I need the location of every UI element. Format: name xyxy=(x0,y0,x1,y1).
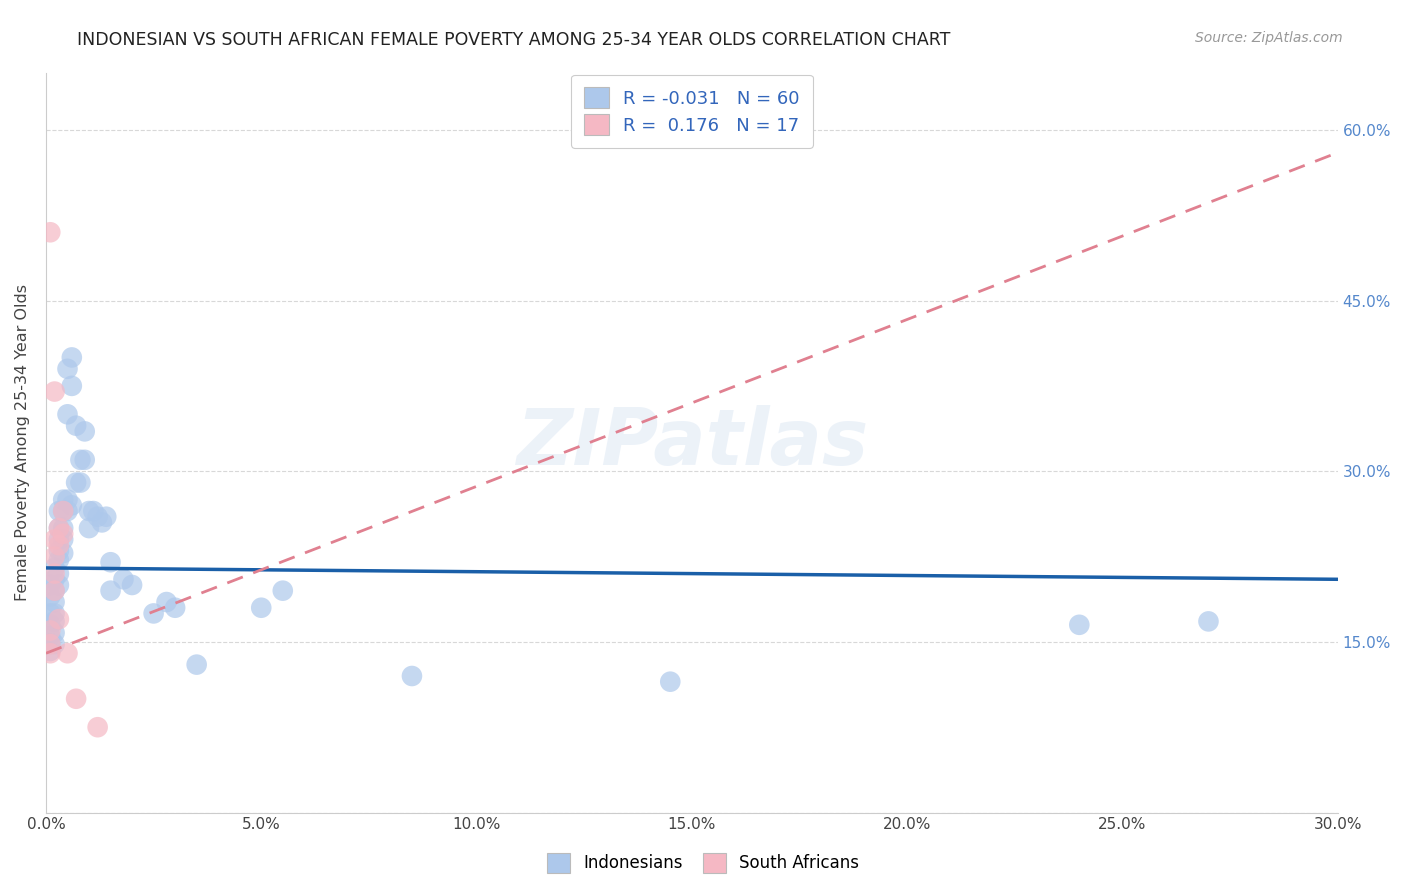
Text: ZIPatlas: ZIPatlas xyxy=(516,405,868,481)
Point xyxy=(77,504,100,518)
Point xyxy=(52,504,75,518)
Point xyxy=(44,549,66,564)
Point xyxy=(52,504,75,518)
Point xyxy=(56,646,79,660)
Point xyxy=(1069,617,1091,632)
Point xyxy=(48,553,70,567)
Point xyxy=(77,521,100,535)
Point xyxy=(60,379,83,393)
Point xyxy=(65,418,87,433)
Point xyxy=(65,691,87,706)
Point xyxy=(48,566,70,581)
Point xyxy=(44,533,66,547)
Point xyxy=(56,492,79,507)
Point xyxy=(56,361,79,376)
Point xyxy=(401,669,423,683)
Point xyxy=(39,590,62,604)
Legend: R = -0.031   N = 60, R =  0.176   N = 17: R = -0.031 N = 60, R = 0.176 N = 17 xyxy=(571,75,813,148)
Point xyxy=(39,607,62,621)
Y-axis label: Female Poverty Among 25-34 Year Olds: Female Poverty Among 25-34 Year Olds xyxy=(15,285,30,601)
Point xyxy=(52,526,75,541)
Point xyxy=(39,624,62,638)
Point xyxy=(52,492,75,507)
Point xyxy=(44,595,66,609)
Point xyxy=(91,516,114,530)
Point xyxy=(39,644,62,658)
Point xyxy=(44,384,66,399)
Point xyxy=(112,572,135,586)
Point xyxy=(69,475,91,490)
Text: Source: ZipAtlas.com: Source: ZipAtlas.com xyxy=(1195,31,1343,45)
Point xyxy=(659,674,682,689)
Point xyxy=(39,637,62,651)
Point xyxy=(48,533,70,547)
Point xyxy=(60,499,83,513)
Point xyxy=(73,453,96,467)
Point xyxy=(44,583,66,598)
Point xyxy=(56,407,79,421)
Point xyxy=(48,544,70,558)
Point xyxy=(48,612,70,626)
Point xyxy=(39,646,62,660)
Point xyxy=(250,600,273,615)
Point xyxy=(44,625,66,640)
Point xyxy=(44,583,66,598)
Point xyxy=(52,521,75,535)
Point xyxy=(48,578,70,592)
Text: INDONESIAN VS SOUTH AFRICAN FEMALE POVERTY AMONG 25-34 YEAR OLDS CORRELATION CHA: INDONESIAN VS SOUTH AFRICAN FEMALE POVER… xyxy=(77,31,950,49)
Point xyxy=(39,617,62,632)
Point xyxy=(142,607,165,621)
Point xyxy=(86,509,108,524)
Point xyxy=(44,615,66,629)
Point xyxy=(100,555,122,569)
Point xyxy=(73,425,96,439)
Point xyxy=(82,504,104,518)
Point xyxy=(86,720,108,734)
Point xyxy=(44,566,66,581)
Point xyxy=(48,538,70,552)
Point xyxy=(52,546,75,560)
Legend: Indonesians, South Africans: Indonesians, South Africans xyxy=(540,847,866,880)
Point xyxy=(39,225,62,239)
Point xyxy=(96,509,118,524)
Point xyxy=(186,657,208,672)
Point xyxy=(44,572,66,586)
Point xyxy=(271,583,294,598)
Point xyxy=(44,607,66,621)
Point xyxy=(69,453,91,467)
Point xyxy=(1198,615,1220,629)
Point xyxy=(39,629,62,643)
Point xyxy=(121,578,143,592)
Point xyxy=(44,561,66,575)
Point xyxy=(155,595,177,609)
Point xyxy=(48,504,70,518)
Point xyxy=(60,351,83,365)
Point xyxy=(165,600,187,615)
Point xyxy=(65,475,87,490)
Point xyxy=(39,578,62,592)
Point xyxy=(48,521,70,535)
Point xyxy=(52,533,75,547)
Point xyxy=(44,637,66,651)
Point xyxy=(56,504,79,518)
Point xyxy=(39,637,62,651)
Point xyxy=(100,583,122,598)
Point xyxy=(48,521,70,535)
